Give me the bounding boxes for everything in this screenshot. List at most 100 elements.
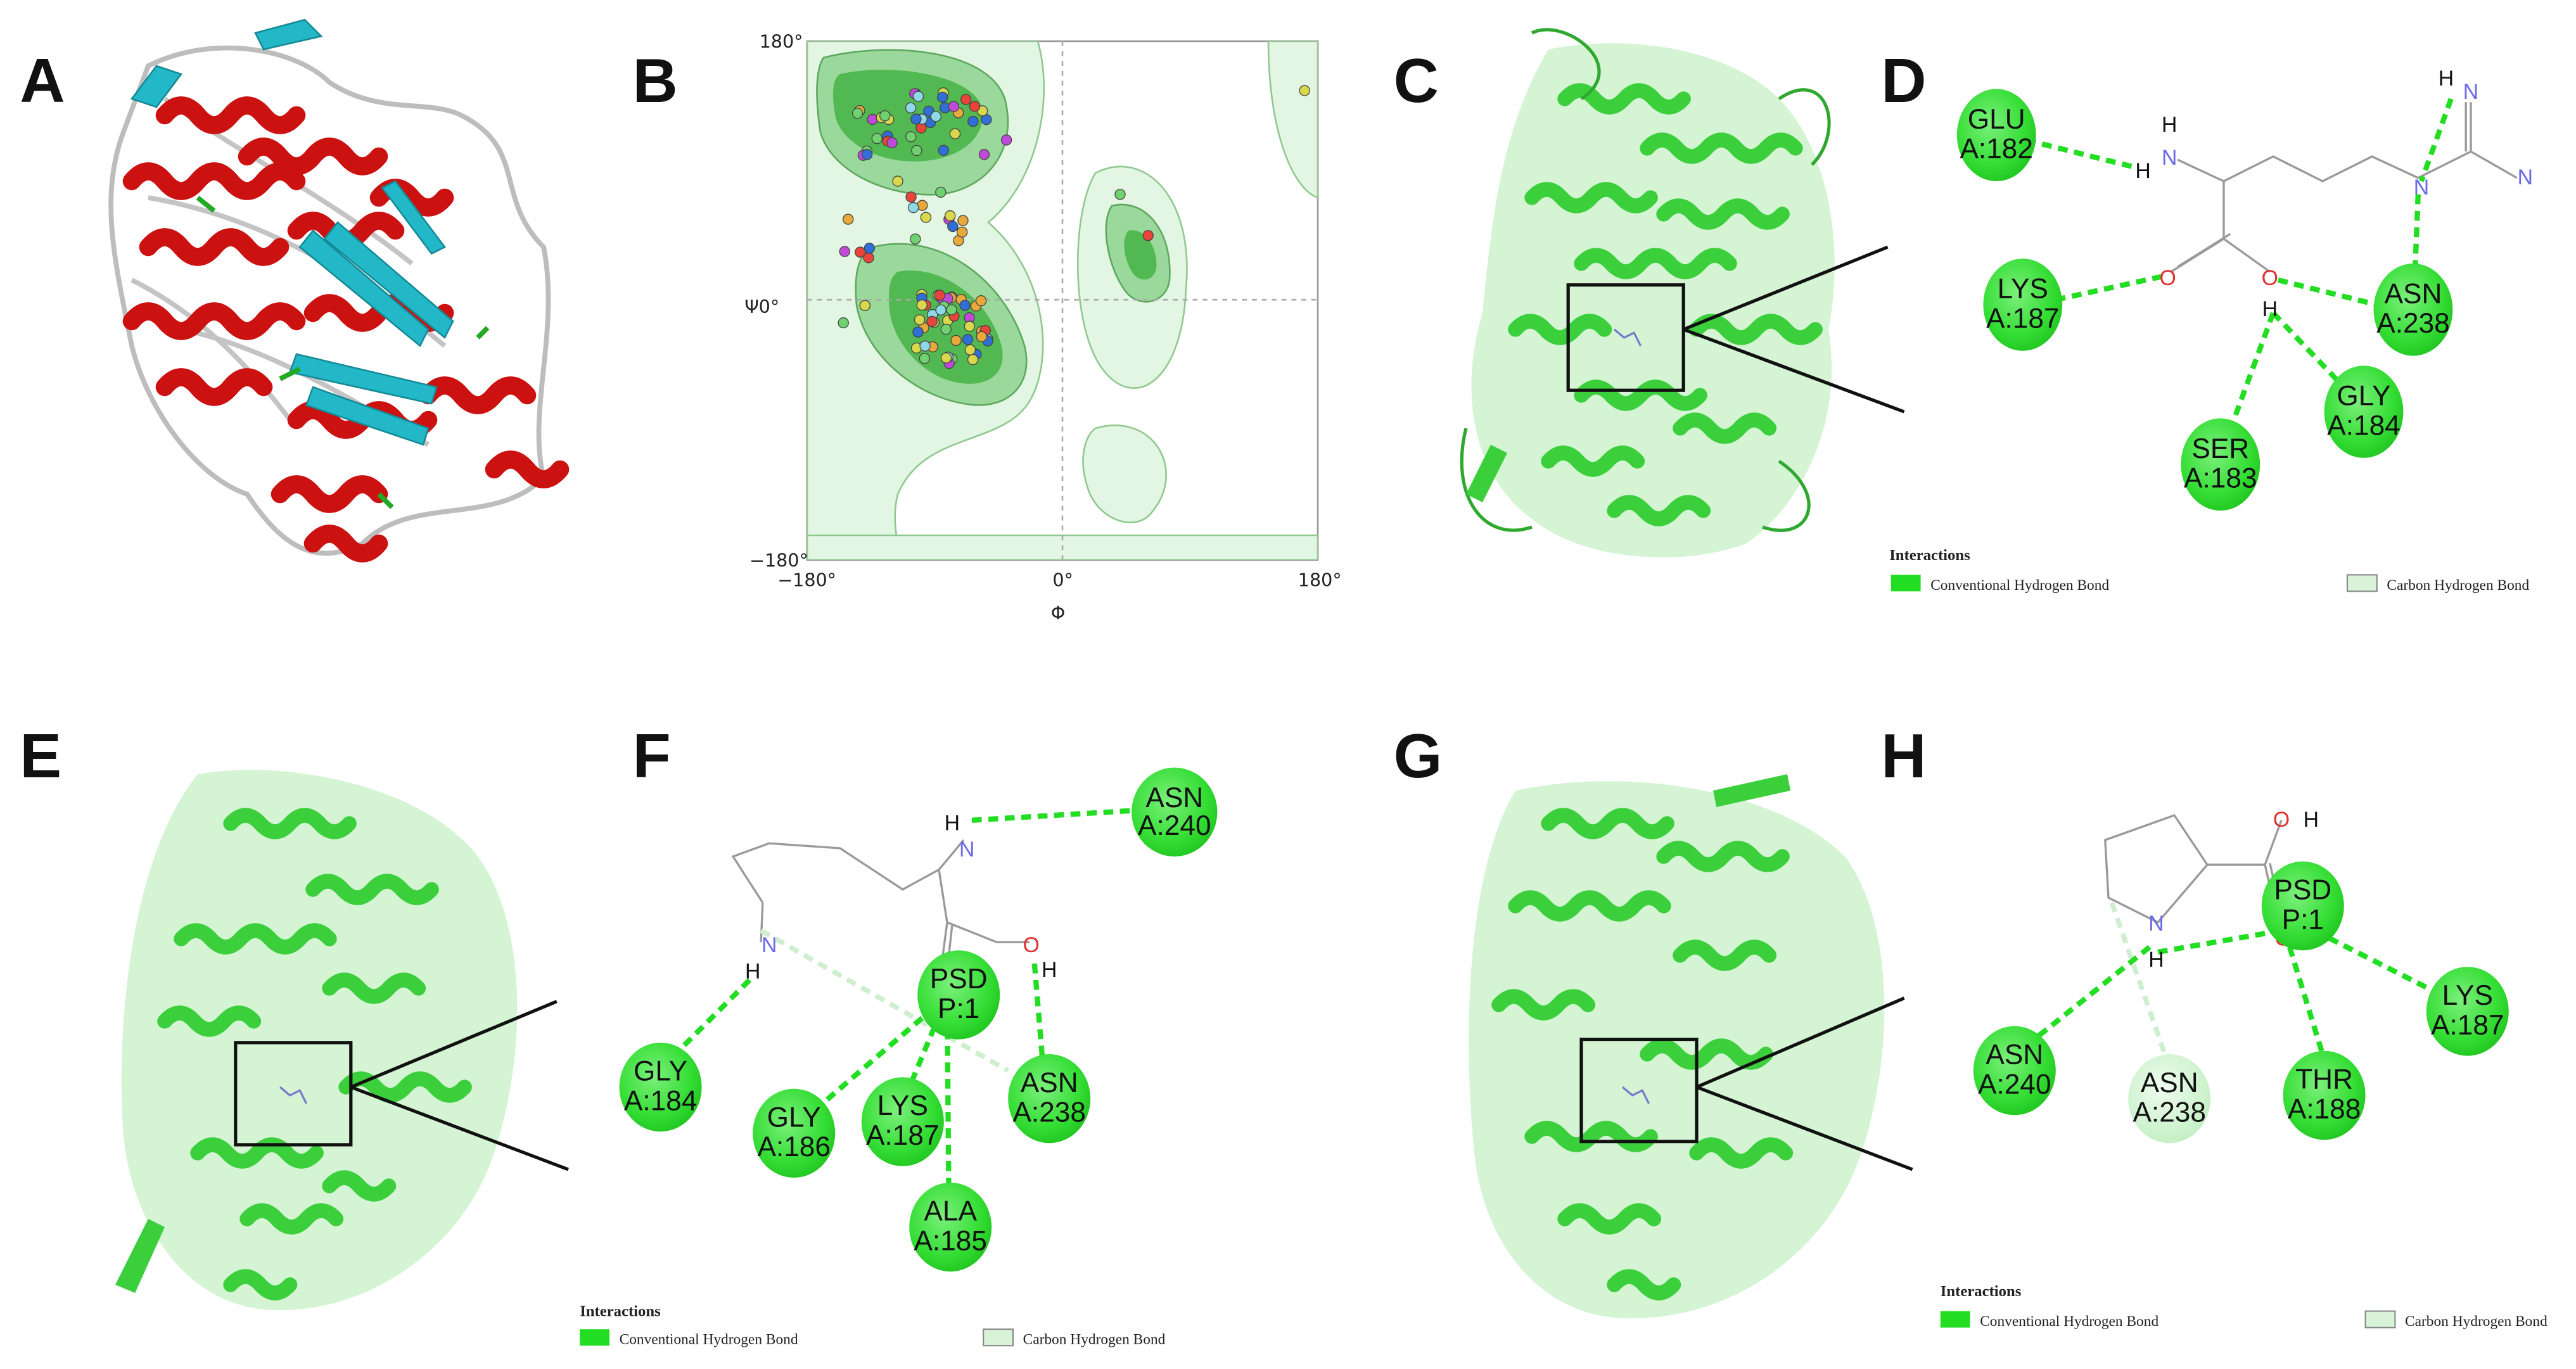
rama-residue-dot [910,113,922,125]
atom-h: H [1042,958,1057,982]
rama-residue-dot [946,304,957,315]
residue-gly-186: GLY A:186 [753,1088,836,1178]
legend-title: Interactions [1889,547,1970,564]
residue-name: LYS [2442,980,2493,1011]
residue-psd-p1: PSD P:1 [917,950,1000,1040]
residue-name: ASN [1986,1040,2043,1071]
atom-n: N [2162,146,2177,170]
rama-y-top-label: 180° [760,30,803,52]
rama-residue-dot [905,191,917,203]
rama-residue-dot [949,128,961,139]
rama-residue-dot [892,175,903,187]
rama-residue-dot [976,331,988,343]
residue-id: A:238 [1012,1097,1085,1128]
atom-n: N [2463,80,2478,104]
residue-name: ASN [2385,278,2442,309]
rama-residue-dot [886,137,898,149]
rama-residue-dot [914,314,926,326]
rama-residue-dot [851,108,864,119]
ramachandran-plot: 180° Ψ0° −180° −180° 0° 180° Φ [744,30,1341,623]
residue-name: LYS [877,1090,928,1121]
rama-residue-dot [940,352,952,364]
atom-h: H [945,811,960,835]
rama-residue-dot [964,321,976,332]
rama-residue-dot [935,304,947,316]
rama-points [838,85,1310,369]
rama-residue-dot [944,210,956,222]
rama-residue-dot [926,315,938,328]
legend-item-carbon: Carbon Hydrogen Bond [2405,1313,2547,1330]
residue-asn-238: ASN A:238 [1008,1054,1091,1143]
panel-label-e: E [20,721,61,791]
rama-residue-dot [855,246,866,258]
rama-residue-dot [910,233,921,245]
residue-id: A:184 [2327,410,2400,441]
rama-residue-dot [1000,134,1012,146]
rama-residue-dot [916,299,928,311]
rama-residue-dot [1114,189,1126,200]
rama-residue-dot [912,91,924,102]
residue-id: P:1 [2282,904,2324,935]
rama-residue-dot [859,300,870,312]
rama-residue-dot [1299,85,1310,96]
residue-name: ASN [1145,782,1203,813]
rama-x-mid-label: 0° [1052,570,1073,591]
atom-o: O [2262,266,2278,290]
rama-residue-dot [959,300,971,311]
rama-x-right-label: 180° [1298,570,1342,591]
atom-n: N [2518,165,2533,189]
atom-h: H [2162,113,2177,137]
rama-residue-dot [871,132,883,144]
residue-name: LYS [1998,274,2048,305]
legend-f: Interactions Conventional Hydrogen Bond … [580,1302,1166,1348]
rama-residue-dot [940,324,952,335]
residue-asn-238: ASN A:238 [2373,264,2453,356]
residue-id: A:187 [2431,1010,2504,1041]
residue-id: A:187 [1986,303,2059,334]
rama-residue-dot [907,201,919,213]
rama-residue-dot [930,111,942,122]
rama-residue-dot [967,115,979,127]
residue-name: ASN [1021,1067,1078,1098]
protein-cartoon-g [1469,774,1913,1318]
residue-id: A:183 [2184,463,2257,494]
residue-id: A:240 [1978,1069,2051,1100]
atom-oh-h: H [2304,808,2319,832]
rama-residue-dot [861,149,873,160]
rama-residue-dot [969,101,981,112]
atom-h: H [2148,948,2164,972]
panel-label-g: G [1394,721,1443,791]
rama-residue-dot [938,144,949,156]
legend-item-conventional: Conventional Hydrogen Bond [1980,1313,2158,1330]
rama-y-axis-label: Ψ0° [744,296,779,317]
rama-residue-dot [920,212,932,223]
residue-name: PSD [930,964,988,995]
atom-n: N [762,933,777,957]
residue-psd-p1: PSD P:1 [2261,861,2344,951]
residue-id: P:1 [938,993,979,1024]
residue-name: ASN [2141,1067,2198,1098]
residue-name: GLY [634,1056,687,1087]
rama-residue-dot [975,295,987,307]
rama-residue-dot [956,226,968,238]
residue-id: A:184 [624,1085,697,1116]
residue-glu-182: GLU A:182 [1956,89,2036,181]
panel-label-f: F [632,721,670,791]
rama-residue-dot [838,317,849,329]
rama-residue-dot [905,102,917,114]
residue-name: ALA [924,1196,977,1227]
residue-id: A:238 [2133,1097,2205,1128]
rama-residue-dot [912,326,924,338]
legend-d: Interactions Conventional Hydrogen Bond … [1889,547,2529,594]
rama-residue-dot [960,94,972,105]
protein-cartoon-c [1460,28,1905,557]
residue-thr-188: THR A:188 [2283,1050,2366,1140]
atom-h: H [2439,67,2454,91]
rama-residue-dot [879,110,891,122]
legend-item-conventional: Conventional Hydrogen Bond [620,1332,798,1348]
residue-name: GLU [1968,104,2025,135]
rama-residue-dot [919,340,931,352]
legend-item-conventional: Conventional Hydrogen Bond [1930,577,2109,594]
residue-lys-187: LYS A:187 [861,1077,944,1166]
